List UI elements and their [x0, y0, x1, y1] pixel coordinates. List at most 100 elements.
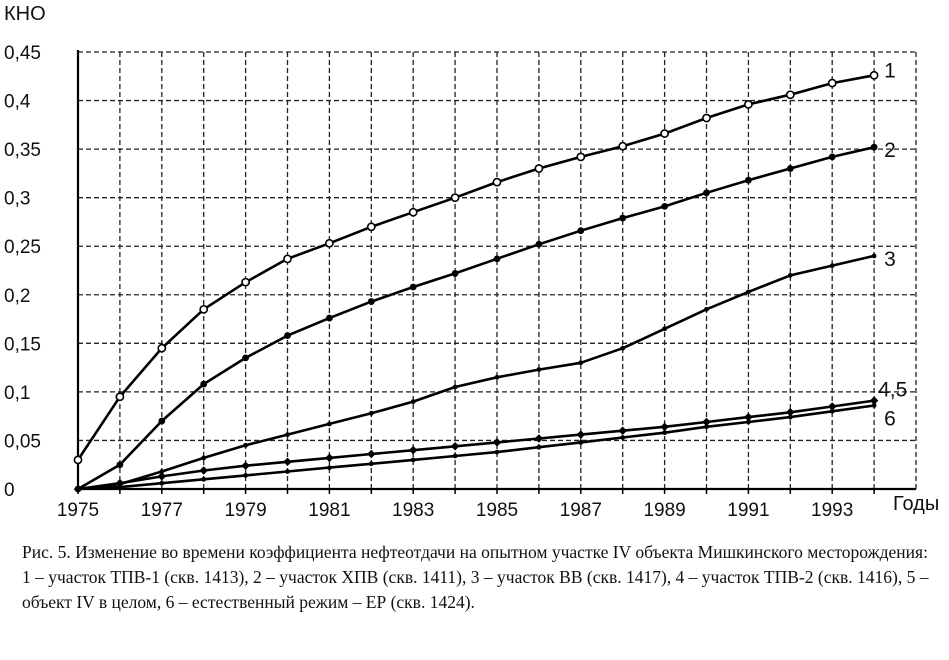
- data-point: [744, 100, 753, 109]
- data-point: [159, 480, 165, 486]
- data-point: [243, 473, 249, 478]
- data-point: [366, 222, 376, 232]
- x-tick-label: 1989: [643, 500, 685, 521]
- data-point: [871, 403, 877, 408]
- data-point: [828, 153, 836, 161]
- y-tick-label: 0,15: [4, 334, 41, 355]
- y-tick-label: 0,35: [4, 140, 41, 161]
- data-point: [117, 484, 123, 490]
- data-point: [661, 203, 668, 210]
- data-point: [285, 432, 290, 438]
- data-point: [534, 434, 544, 443]
- y-tick-label: 0,3: [4, 189, 30, 210]
- y-tick-label: 0,4: [4, 92, 31, 113]
- data-point: [409, 283, 417, 291]
- series-2: [74, 143, 878, 493]
- data-point: [871, 253, 877, 259]
- data-point: [787, 414, 793, 420]
- y-tick-label: 0,2: [4, 286, 30, 307]
- y-tick-labels: 0 0,05 0,1 0,15 0,2 0,25 0,3 0,35 0,4 0,45: [4, 43, 41, 501]
- y-axis-title: КНО: [4, 3, 46, 25]
- data-point: [492, 177, 502, 187]
- curve-label-1: 1: [884, 59, 896, 82]
- series-4: [73, 396, 879, 494]
- data-point: [618, 426, 627, 435]
- data-point: [199, 466, 208, 475]
- data-point: [702, 113, 711, 123]
- data-point: [452, 384, 458, 390]
- data-point: [534, 164, 544, 173]
- data-point: [199, 304, 209, 314]
- data-point: [75, 486, 81, 492]
- data-point: [201, 476, 207, 482]
- caption-title: Рис. 5. Изменение во времени коэффициент…: [22, 542, 928, 562]
- data-point: [869, 396, 879, 405]
- data-point: [785, 90, 795, 100]
- data-point: [115, 478, 125, 488]
- data-point: [410, 399, 416, 404]
- data-point: [243, 442, 249, 448]
- data-point: [494, 374, 500, 380]
- y-tick-label: 0,25: [4, 237, 41, 258]
- data-point: [283, 254, 292, 264]
- curve-label-2: 2: [884, 139, 896, 162]
- data-point: [869, 70, 879, 80]
- data-point: [327, 421, 332, 427]
- x-tick-labels: 1975 1977 1979 1981 1983 1985 1987 1989 1991 1993: [57, 500, 853, 521]
- data-point: [494, 449, 500, 455]
- data-point: [408, 445, 418, 455]
- curve-label-4: 4,5: [878, 379, 907, 402]
- series-line: [77, 404, 875, 491]
- data-point: [410, 457, 416, 463]
- data-point: [662, 430, 667, 436]
- curve-labels: 1 2 3 4,5 6: [878, 59, 907, 430]
- data-point: [241, 277, 250, 287]
- y-tick-label: 0,1: [4, 383, 30, 404]
- data-point: [660, 422, 669, 432]
- data-point: [827, 402, 837, 411]
- grid: [78, 51, 917, 489]
- data-point: [200, 380, 208, 388]
- data-point: [159, 469, 165, 474]
- data-point: [201, 455, 207, 461]
- data-point: [368, 461, 374, 467]
- data-point: [116, 461, 124, 469]
- x-tick-label: 1977: [141, 500, 183, 521]
- y-tick-label: 0,45: [4, 43, 41, 64]
- series-5: [75, 403, 877, 492]
- series-3: [75, 253, 877, 492]
- data-point: [703, 189, 710, 197]
- data-point: [576, 430, 586, 439]
- data-point: [451, 270, 459, 277]
- x-tick-label: 1979: [224, 500, 266, 521]
- data-point: [492, 438, 502, 447]
- y-tick-label: 0: [4, 480, 15, 501]
- x-tick-label: 1975: [57, 500, 99, 521]
- data-point: [578, 439, 584, 445]
- data-point: [620, 435, 626, 440]
- data-point: [827, 78, 837, 88]
- series-1: [73, 70, 879, 465]
- data-point: [327, 465, 332, 471]
- data-point: [536, 367, 542, 372]
- x-tick-label: 1983: [392, 500, 434, 521]
- data-point: [285, 469, 290, 474]
- data-point: [450, 442, 460, 451]
- data-point: [746, 419, 751, 425]
- data-point: [283, 457, 292, 467]
- data-point: [241, 461, 250, 470]
- data-point: [746, 289, 751, 295]
- data-point: [660, 129, 669, 138]
- data-point: [745, 176, 752, 184]
- data-point: [786, 408, 795, 417]
- data-point: [620, 345, 626, 351]
- series-line: [77, 399, 875, 491]
- figure-caption: Рис. 5. Изменение во времени коэффициент…: [22, 540, 932, 615]
- data-point: [368, 410, 374, 416]
- x-tick-label: 1993: [811, 500, 853, 521]
- data-point: [158, 417, 166, 425]
- series-line: [76, 74, 875, 461]
- series-line: [77, 145, 875, 491]
- data-point: [870, 143, 878, 151]
- data-point: [325, 453, 334, 463]
